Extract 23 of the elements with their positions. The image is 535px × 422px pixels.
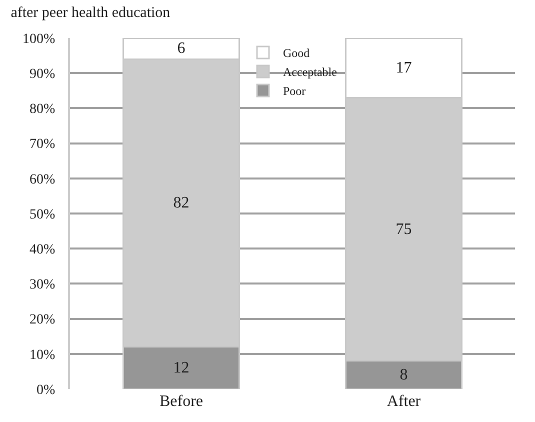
y-tick-label: 40% <box>30 242 56 258</box>
y-tick-label: 0% <box>36 382 56 398</box>
x-tick-label: Before <box>159 393 204 410</box>
legend-label: Acceptable <box>283 65 337 80</box>
x-tick-label: After <box>386 393 422 410</box>
data-label: 82 <box>173 194 190 212</box>
y-tick-label: 90% <box>30 67 56 82</box>
data-label: 75 <box>396 220 412 238</box>
legend-label: Good <box>283 46 310 60</box>
y-tick-label: 80% <box>30 102 56 118</box>
data-label: 6 <box>177 40 186 58</box>
chart-title: after peer health education <box>10 4 171 21</box>
data-label: 17 <box>396 59 412 76</box>
data-label: 8 <box>400 366 408 384</box>
y-tick-label: 10% <box>30 348 56 363</box>
y-tick-label: 60% <box>30 172 56 188</box>
y-tick-label: 70% <box>30 137 56 152</box>
y-tick-label: 50% <box>30 207 56 222</box>
y-tick-label: 30% <box>30 278 56 293</box>
legend-label: Poor <box>283 84 306 98</box>
data-label: 12 <box>173 359 190 376</box>
y-tick-label: 20% <box>30 312 56 328</box>
y-tick-label: 100% <box>22 32 56 47</box>
